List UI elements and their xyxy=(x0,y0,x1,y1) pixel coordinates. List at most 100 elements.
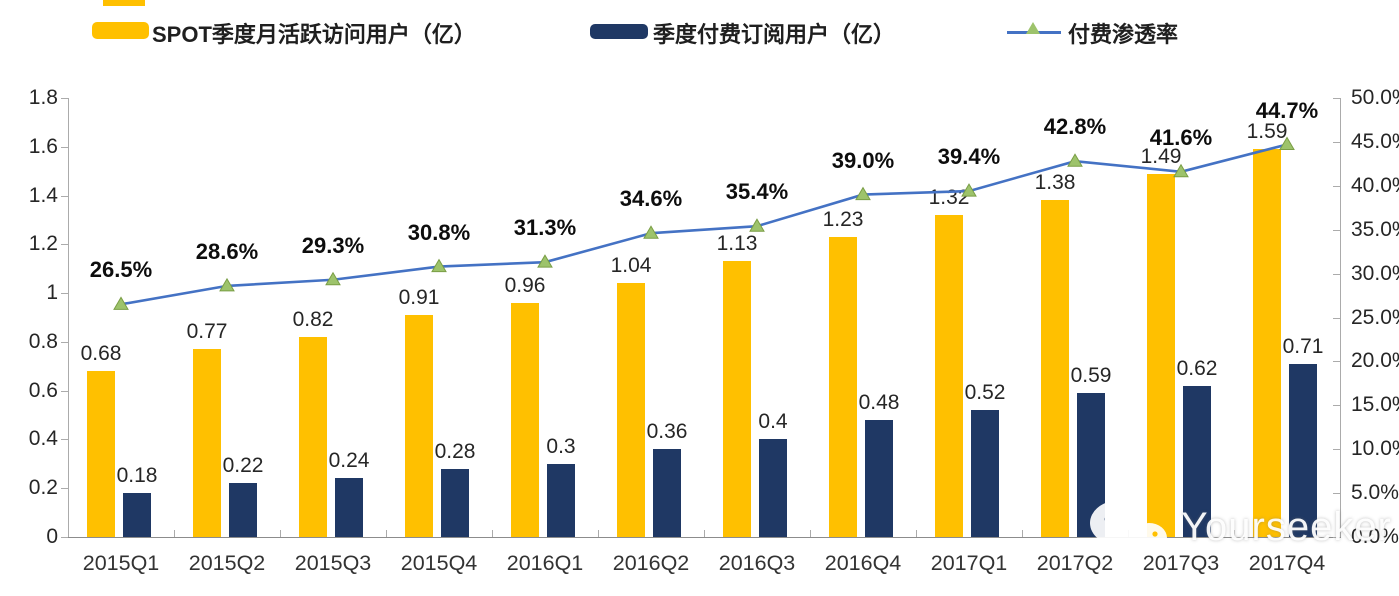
left-axis-tick xyxy=(61,439,68,441)
x-axis-tick xyxy=(810,530,811,537)
mau-bar xyxy=(193,349,221,537)
subscribers-legend-swatch xyxy=(590,24,648,39)
x-axis-label: 2015Q2 xyxy=(188,551,266,575)
penetration-marker xyxy=(113,296,129,310)
subs-bar-label: 0.24 xyxy=(328,449,370,473)
mau-bar-label: 1.38 xyxy=(1034,171,1076,195)
mau-legend-label: SPOT季度月活跃访问用户（亿） xyxy=(152,22,476,47)
right-axis-tick-label: 45.0% xyxy=(1351,129,1399,153)
right-axis-tick xyxy=(1333,141,1340,143)
penetration-label: 41.6% xyxy=(1149,124,1213,150)
top-edge-artifact xyxy=(103,0,145,6)
right-axis-tick-label: 35.0% xyxy=(1351,217,1399,241)
mau-bar xyxy=(511,302,539,537)
mau-bar-label: 1.23 xyxy=(822,208,864,232)
left-axis-tick xyxy=(61,195,68,197)
mau-bar xyxy=(617,283,645,537)
left-axis-tick xyxy=(61,244,68,246)
penetration-label: 35.4% xyxy=(725,179,789,205)
x-axis-tick xyxy=(1234,530,1235,537)
subs-bar xyxy=(653,449,681,537)
mau-bar-label: 0.68 xyxy=(80,342,122,366)
left-axis-tick xyxy=(61,488,68,490)
subs-bar-label: 0.71 xyxy=(1282,334,1324,358)
left-axis-tick xyxy=(61,293,68,295)
right-axis-tick xyxy=(1333,229,1340,231)
left-axis-tick xyxy=(61,390,68,392)
x-axis-label: 2015Q4 xyxy=(400,551,478,575)
left-axis-tick-label: 1.8 xyxy=(28,86,58,109)
subs-bar xyxy=(759,439,787,537)
left-axis-tick-label: 1.2 xyxy=(28,232,58,256)
x-axis-tick xyxy=(598,530,599,537)
penetration-marker xyxy=(1067,153,1083,167)
right-axis-tick-label: 15.0% xyxy=(1351,393,1399,417)
penetration-label: 39.4% xyxy=(937,144,1001,170)
subs-bar-label: 0.28 xyxy=(434,439,476,463)
mau-bar-label: 0.77 xyxy=(186,320,228,344)
right-axis-tick xyxy=(1333,405,1340,407)
penetration-label: 31.3% xyxy=(513,215,577,241)
y-axis-left xyxy=(68,98,69,537)
watermark-text: Yourseeker xyxy=(1181,504,1392,549)
mau-bar-label: 1.13 xyxy=(716,232,758,256)
penetration-marker xyxy=(643,225,659,239)
subs-bar-label: 0.3 xyxy=(546,434,576,458)
penetration-marker xyxy=(219,277,235,292)
x-axis-label: 2017Q1 xyxy=(930,551,1008,575)
x-axis-label: 2016Q1 xyxy=(506,551,584,575)
penetration-line xyxy=(120,143,1288,306)
penetration-label: 29.3% xyxy=(301,232,365,258)
subs-bar-label: 0.52 xyxy=(964,381,1006,405)
mau-bar-label: 1.04 xyxy=(610,254,652,278)
right-axis-tick xyxy=(1333,185,1340,187)
right-axis-tick xyxy=(1333,317,1340,319)
x-axis-tick xyxy=(386,530,387,537)
left-axis-tick xyxy=(61,537,68,538)
x-axis-tick xyxy=(174,530,175,537)
penetration-label: 26.5% xyxy=(89,257,153,283)
subs-bar-label: 0.62 xyxy=(1176,356,1218,380)
left-axis-tick xyxy=(61,98,68,99)
subs-bar xyxy=(229,483,257,537)
penetration-label: 34.6% xyxy=(619,186,683,212)
subs-bar xyxy=(335,478,363,537)
subs-bar-label: 0.18 xyxy=(116,464,158,488)
x-axis-label: 2016Q4 xyxy=(824,551,902,575)
penetration-marker xyxy=(749,218,765,232)
left-axis-tick-label: 0.4 xyxy=(28,427,58,451)
x-axis-label: 2015Q1 xyxy=(82,551,160,575)
mau-bar-label: 1.59 xyxy=(1246,120,1288,144)
right-axis-tick xyxy=(1333,98,1340,99)
penetration-marker xyxy=(855,186,871,201)
penetration-marker xyxy=(537,254,553,268)
left-axis-tick xyxy=(61,341,68,343)
x-axis-tick xyxy=(492,530,493,537)
right-axis-tick-label: 20.0% xyxy=(1351,349,1399,373)
subs-bar-label: 0.22 xyxy=(222,454,264,478)
mau-bar xyxy=(723,261,751,537)
penetration-legend-label: 付费渗透率 xyxy=(1068,22,1179,47)
subs-bar-label: 0.48 xyxy=(858,390,900,414)
wechat-icon xyxy=(1085,498,1173,556)
subs-bar-label: 0.36 xyxy=(646,420,688,444)
subs-bar-label: 0.4 xyxy=(758,410,788,434)
subs-bar xyxy=(441,468,469,537)
penetration-marker xyxy=(431,258,447,273)
subs-bar xyxy=(1289,363,1317,537)
subs-bar-label: 0.59 xyxy=(1070,364,1112,388)
left-axis-tick-label: 0 xyxy=(46,525,58,548)
right-axis-tick xyxy=(1333,449,1340,451)
right-axis-tick xyxy=(1333,273,1340,275)
mau-bar xyxy=(1147,173,1175,537)
mau-bar xyxy=(299,337,327,537)
penetration-label: 42.8% xyxy=(1043,114,1107,140)
x-axis-tick xyxy=(1340,530,1341,537)
subs-bar xyxy=(1183,385,1211,537)
right-axis-tick-label: 5.0% xyxy=(1351,481,1399,505)
right-axis-tick xyxy=(1333,537,1340,538)
left-axis-tick-label: 1.6 xyxy=(28,134,58,158)
x-axis-label: 2015Q3 xyxy=(294,551,372,575)
